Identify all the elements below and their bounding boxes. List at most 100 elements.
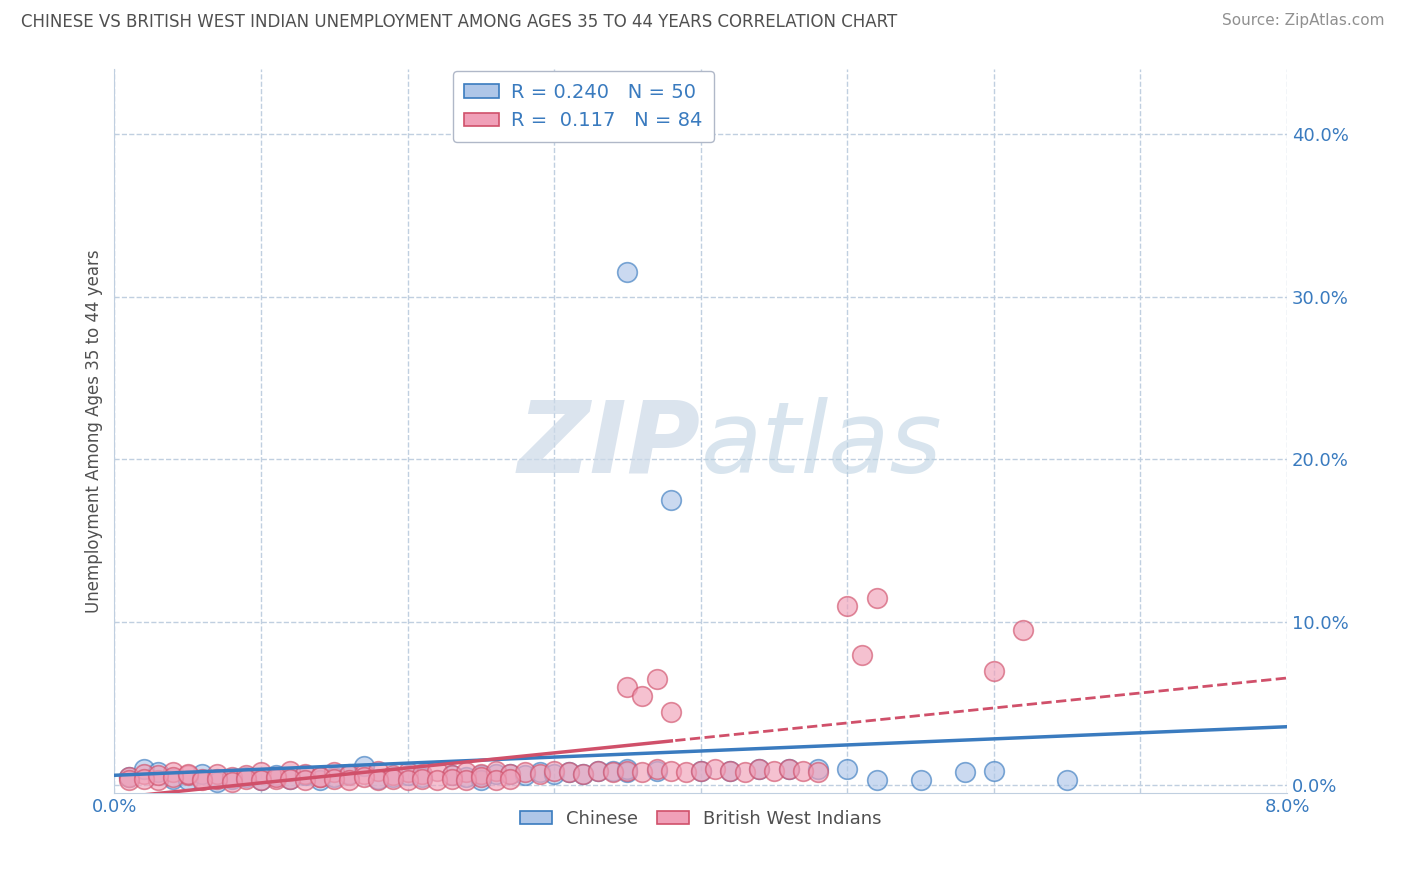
Point — [470, 773, 492, 788]
Point — [645, 762, 668, 776]
Point — [543, 766, 565, 780]
Point — [411, 766, 433, 780]
Point — [616, 681, 638, 695]
Point — [866, 591, 889, 605]
Point — [778, 762, 800, 776]
Point — [337, 768, 360, 782]
Point — [645, 764, 668, 778]
Point — [235, 772, 257, 786]
Point — [586, 764, 609, 778]
Point — [734, 765, 756, 780]
Point — [177, 773, 200, 788]
Point — [426, 773, 449, 788]
Point — [308, 770, 330, 784]
Point — [558, 765, 581, 780]
Point — [381, 772, 404, 786]
Point — [132, 772, 155, 786]
Point — [572, 766, 595, 780]
Point — [162, 772, 184, 786]
Point — [529, 765, 551, 780]
Text: CHINESE VS BRITISH WEST INDIAN UNEMPLOYMENT AMONG AGES 35 TO 44 YEARS CORRELATIO: CHINESE VS BRITISH WEST INDIAN UNEMPLOYM… — [21, 13, 897, 31]
Point — [513, 768, 536, 782]
Point — [484, 773, 506, 788]
Point — [645, 673, 668, 687]
Point — [631, 765, 654, 780]
Point — [616, 765, 638, 780]
Point — [308, 773, 330, 788]
Point — [851, 648, 873, 662]
Point — [484, 766, 506, 780]
Point — [396, 765, 419, 780]
Point — [353, 766, 375, 780]
Point — [807, 765, 830, 780]
Point — [323, 770, 346, 784]
Point — [470, 766, 492, 780]
Point — [572, 766, 595, 780]
Point — [792, 764, 814, 778]
Point — [162, 765, 184, 780]
Point — [513, 765, 536, 780]
Point — [1056, 773, 1078, 788]
Point — [264, 768, 287, 782]
Point — [367, 772, 389, 786]
Point — [367, 773, 389, 788]
Point — [499, 766, 522, 780]
Point — [337, 766, 360, 780]
Point — [484, 764, 506, 778]
Point — [778, 762, 800, 776]
Point — [381, 768, 404, 782]
Point — [558, 765, 581, 780]
Point — [353, 770, 375, 784]
Point — [294, 768, 316, 782]
Point — [396, 773, 419, 788]
Point — [807, 762, 830, 776]
Point — [586, 764, 609, 778]
Point — [837, 599, 859, 613]
Point — [367, 764, 389, 778]
Point — [250, 773, 273, 788]
Point — [983, 664, 1005, 678]
Point — [543, 764, 565, 778]
Text: atlas: atlas — [700, 397, 942, 494]
Point — [132, 766, 155, 780]
Point — [278, 772, 301, 786]
Text: Source: ZipAtlas.com: Source: ZipAtlas.com — [1222, 13, 1385, 29]
Point — [250, 773, 273, 788]
Point — [118, 770, 141, 784]
Text: ZIP: ZIP — [517, 397, 700, 494]
Point — [132, 762, 155, 776]
Point — [440, 768, 463, 782]
Point — [162, 770, 184, 784]
Point — [837, 762, 859, 776]
Point — [396, 768, 419, 782]
Point — [177, 768, 200, 782]
Point — [456, 770, 478, 784]
Point — [221, 775, 243, 789]
Point — [440, 772, 463, 786]
Point — [499, 766, 522, 780]
Point — [748, 762, 770, 776]
Point — [866, 773, 889, 788]
Point — [499, 772, 522, 786]
Point — [264, 770, 287, 784]
Point — [1012, 624, 1035, 638]
Point — [118, 770, 141, 784]
Point — [191, 773, 214, 788]
Point — [704, 762, 727, 776]
Point — [411, 770, 433, 784]
Point — [661, 493, 683, 508]
Point — [221, 772, 243, 786]
Point — [602, 764, 624, 778]
Point — [323, 765, 346, 780]
Point — [675, 765, 697, 780]
Point — [148, 773, 170, 788]
Point — [235, 768, 257, 782]
Point — [118, 773, 141, 788]
Point — [323, 772, 346, 786]
Point — [440, 768, 463, 782]
Point — [602, 765, 624, 780]
Point — [470, 770, 492, 784]
Point — [221, 770, 243, 784]
Point — [148, 768, 170, 782]
Point — [748, 762, 770, 776]
